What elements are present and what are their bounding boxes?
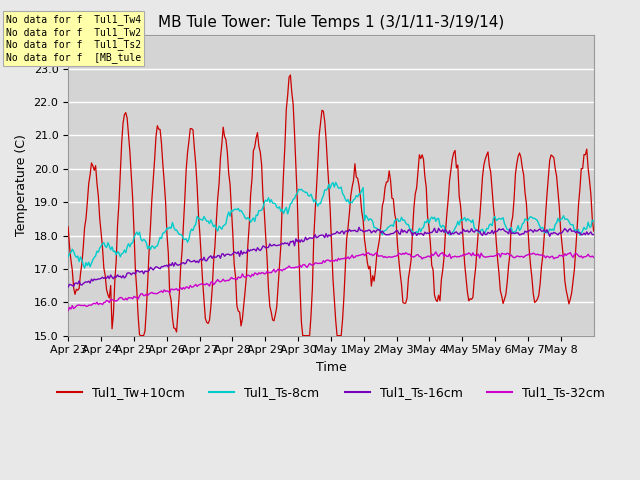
Y-axis label: Temperature (C): Temperature (C) (15, 134, 28, 237)
Text: No data for f  Tul1_Tw4
No data for f  Tul1_Tw2
No data for f  Tul1_Ts2
No data : No data for f Tul1_Tw4 No data for f Tul… (6, 14, 141, 63)
Title: MB Tule Tower: Tule Temps 1 (3/1/11-3/19/14): MB Tule Tower: Tule Temps 1 (3/1/11-3/19… (158, 15, 504, 30)
X-axis label: Time: Time (316, 361, 346, 374)
Legend: Tul1_Tw+10cm, Tul1_Ts-8cm, Tul1_Ts-16cm, Tul1_Ts-32cm: Tul1_Tw+10cm, Tul1_Ts-8cm, Tul1_Ts-16cm,… (51, 382, 611, 405)
